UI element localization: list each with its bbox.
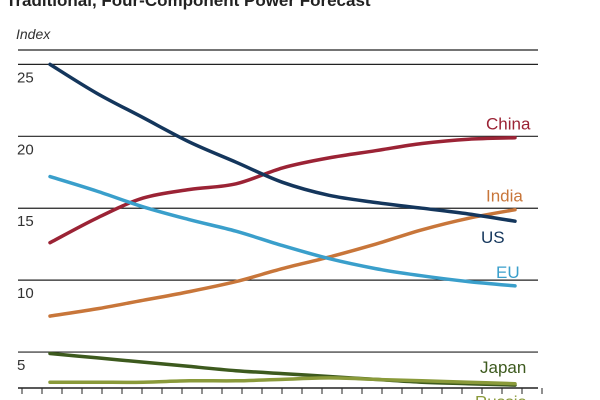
series-label-eu: EU: [496, 263, 520, 282]
x-axis: [18, 387, 543, 394]
series-line-eu: [48, 174, 517, 288]
series-label-india: India: [486, 187, 523, 206]
series-line-russia: [48, 376, 517, 386]
series-label-us: US: [481, 228, 505, 247]
series-line-china: [48, 135, 517, 245]
y-axis-label: Index: [16, 26, 51, 42]
series-line-us: [48, 62, 517, 223]
series-label-russia: Russia: [475, 393, 528, 400]
y-tick-label: 10: [17, 285, 34, 302]
gridlines: [18, 49, 538, 353]
y-tick-label: 15: [17, 213, 34, 230]
series-label-china: China: [486, 115, 531, 134]
y-tick-label: 20: [17, 141, 34, 158]
series-lines: [48, 62, 517, 387]
series-line-india: [48, 207, 517, 318]
series-labels: China India US EU Japan Russia: [475, 115, 531, 400]
chart-title: Traditional, Four-Component Power Foreca…: [6, 0, 371, 10]
y-tick-labels: 5 10 15 20 25: [17, 69, 34, 374]
y-tick-label: 5: [17, 357, 25, 374]
y-tick-label: 25: [17, 69, 34, 86]
series-label-japan: Japan: [480, 358, 526, 377]
